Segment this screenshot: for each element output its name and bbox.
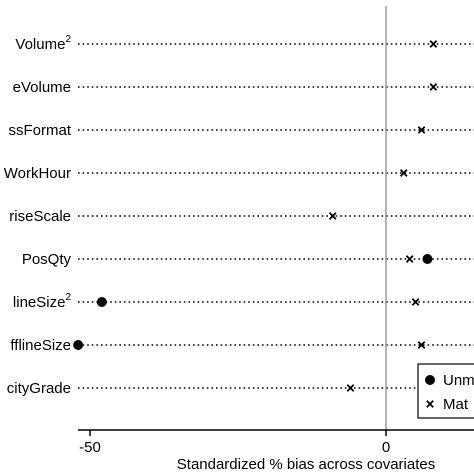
x-stroke bbox=[328, 212, 337, 220]
matched-point bbox=[399, 169, 408, 177]
row-label: cityGrade bbox=[7, 380, 71, 397]
row-label: WorkHour bbox=[4, 165, 71, 182]
x-stroke bbox=[429, 40, 438, 48]
row-label: PosQty bbox=[22, 251, 72, 268]
x-stroke bbox=[417, 341, 426, 349]
unmatched-point bbox=[422, 254, 433, 264]
row-label: fflineSize bbox=[10, 337, 71, 354]
unmatched-point bbox=[96, 297, 107, 307]
x-stroke bbox=[426, 400, 434, 408]
legend-box bbox=[417, 363, 474, 419]
data-points bbox=[73, 40, 438, 392]
matched-point bbox=[429, 83, 438, 91]
row-label: riseScale bbox=[9, 208, 71, 225]
x-axis: -100-500 bbox=[78, 429, 474, 456]
x-stroke bbox=[346, 384, 355, 392]
matched-point bbox=[346, 384, 355, 392]
row-labels: Volume2 eVolume ssFormat WorkHour riseScale P… bbox=[4, 34, 72, 397]
row-guides bbox=[78, 43, 474, 389]
legend-label: Mat bbox=[443, 396, 469, 413]
legend: Unm Mat bbox=[417, 363, 474, 419]
matched-point bbox=[417, 341, 426, 349]
x-stroke bbox=[411, 298, 420, 306]
x-stroke bbox=[417, 126, 426, 134]
matched-point bbox=[328, 212, 337, 220]
unmatched-point bbox=[73, 340, 84, 350]
x-stroke bbox=[399, 169, 408, 177]
legend-circle-icon bbox=[425, 375, 435, 385]
row-label: Volume2 bbox=[15, 34, 71, 53]
x-tick-label: 0 bbox=[382, 439, 390, 456]
row-label: lineSize2 bbox=[13, 292, 72, 311]
legend-x-icon bbox=[426, 400, 434, 408]
row-label: ssFormat bbox=[8, 122, 71, 139]
matched-point bbox=[411, 298, 420, 306]
matched-point bbox=[429, 40, 438, 48]
x-stroke bbox=[405, 255, 414, 263]
x-axis-title: Standardized % bias across covariates bbox=[177, 456, 435, 473]
matched-point bbox=[417, 126, 426, 134]
legend-items: Unm Mat bbox=[425, 372, 474, 413]
x-tick-label: -50 bbox=[79, 439, 101, 456]
x-ticks: -100-500 bbox=[79, 430, 390, 456]
row-label: eVolume bbox=[13, 79, 71, 96]
x-stroke bbox=[429, 83, 438, 91]
legend-label: Unm bbox=[443, 372, 474, 389]
matched-point bbox=[405, 255, 414, 263]
